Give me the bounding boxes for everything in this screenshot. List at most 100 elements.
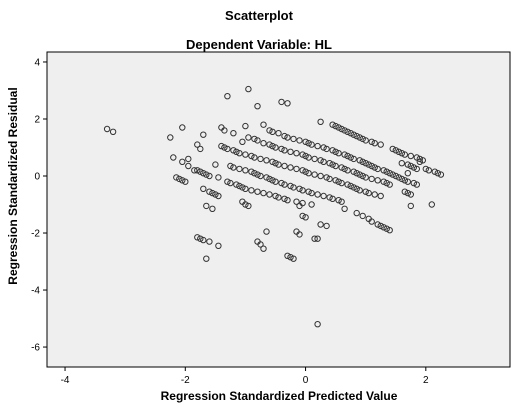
plot-area (46, 51, 511, 368)
data-point (224, 178, 231, 185)
data-point (305, 154, 312, 161)
x-tick-label: 2 (423, 375, 429, 386)
data-point (224, 145, 231, 153)
data-point (296, 185, 303, 193)
data-point (299, 199, 306, 207)
data-point (269, 142, 276, 150)
data-point (245, 202, 252, 210)
data-point (230, 164, 237, 171)
x-axis-label: Regression Standardized Predicted Value (160, 389, 398, 403)
data-point (335, 150, 342, 157)
data-point (239, 184, 246, 191)
data-point (365, 161, 372, 168)
data-point (212, 191, 219, 198)
data-point (236, 182, 243, 190)
data-point (314, 321, 321, 328)
data-point (317, 172, 324, 180)
data-point (257, 172, 264, 180)
data-point (344, 152, 351, 160)
data-point (308, 201, 315, 208)
data-point (401, 188, 408, 195)
data-point (422, 165, 429, 173)
data-point (254, 171, 261, 178)
data-point (269, 177, 276, 184)
data-point (329, 195, 336, 203)
data-point (353, 132, 360, 140)
y-tick-label: 0 (34, 172, 40, 183)
data-point (281, 147, 288, 154)
data-point (278, 98, 285, 106)
data-point (341, 205, 348, 213)
data-point (230, 147, 237, 154)
data-point (389, 145, 396, 153)
data-point (302, 168, 309, 175)
data-point (215, 174, 222, 181)
data-point (317, 118, 324, 126)
data-point (263, 174, 270, 181)
data-point (290, 184, 297, 191)
data-point (212, 161, 219, 168)
data-point (305, 188, 312, 195)
data-point (323, 174, 330, 181)
data-point (392, 172, 399, 180)
data-point (401, 177, 408, 184)
data-point (434, 170, 441, 177)
data-point (338, 164, 345, 171)
data-point (395, 148, 402, 156)
data-point (224, 93, 231, 100)
x-tick-label: -4 (61, 375, 70, 386)
data-point (296, 231, 303, 238)
data-point (383, 225, 390, 232)
data-points (103, 85, 445, 328)
data-point (203, 171, 210, 178)
data-point (344, 167, 351, 174)
data-point (317, 157, 324, 164)
data-point (326, 175, 333, 183)
data-point (200, 185, 207, 193)
y-axis-label: Regression Standardized Residual (6, 87, 20, 285)
data-point (338, 198, 345, 205)
data-point (218, 142, 225, 150)
data-point (230, 130, 237, 137)
data-point (242, 167, 249, 174)
data-point (407, 191, 414, 198)
data-point (410, 164, 417, 171)
data-point (257, 241, 264, 248)
y-tick-label: -2 (31, 229, 40, 240)
data-point (392, 147, 399, 154)
data-point (329, 121, 336, 128)
data-point (320, 158, 327, 166)
data-point (425, 167, 432, 174)
data-point (320, 144, 327, 151)
data-point (371, 191, 378, 198)
data-point (359, 212, 366, 220)
data-point (419, 157, 426, 164)
data-point (389, 171, 396, 178)
data-point (350, 184, 357, 191)
data-point (371, 140, 378, 147)
data-point (233, 181, 240, 188)
data-point (338, 179, 345, 187)
data-point (413, 165, 420, 173)
data-point (275, 130, 282, 137)
data-point (356, 171, 363, 178)
data-point (251, 170, 258, 177)
data-point (281, 132, 288, 140)
data-point (362, 137, 369, 144)
data-point (359, 172, 366, 180)
data-point (266, 175, 273, 183)
data-point (236, 165, 243, 173)
data-point (407, 202, 414, 210)
data-point (335, 178, 342, 185)
data-point (350, 155, 357, 163)
y-tick-label: 2 (34, 114, 40, 125)
data-point (359, 158, 366, 166)
data-point (272, 178, 279, 185)
data-point (260, 189, 267, 197)
data-point (284, 197, 291, 204)
data-point (407, 162, 414, 170)
data-point (284, 134, 291, 141)
data-point (341, 151, 348, 158)
data-point (269, 128, 276, 136)
